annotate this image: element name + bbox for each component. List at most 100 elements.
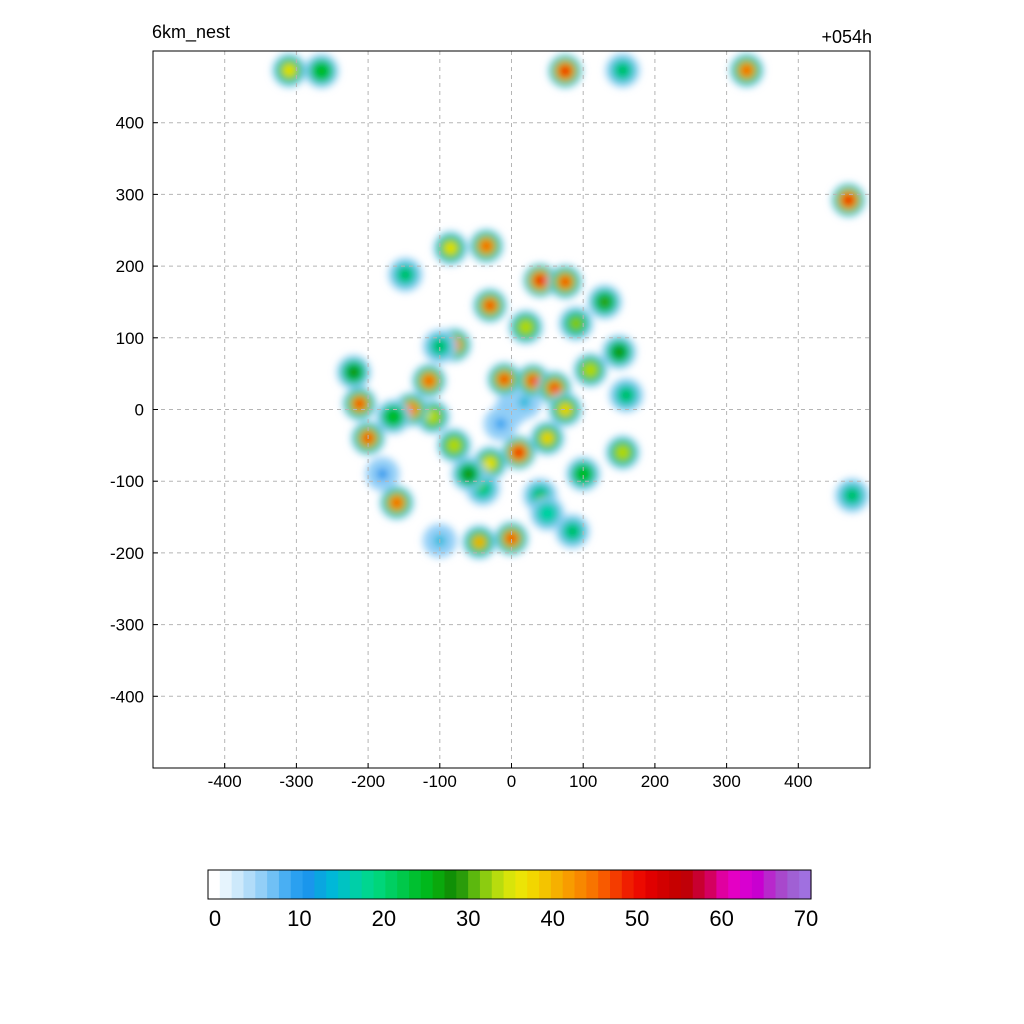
colorbar-swatch — [586, 870, 599, 899]
reflectivity-cell — [469, 229, 504, 264]
colorbar-swatch — [799, 870, 812, 899]
colorbar-swatch — [397, 870, 410, 899]
y-tick-label: -200 — [110, 544, 144, 563]
colorbar-tick-label: 20 — [372, 906, 396, 931]
colorbar-swatch — [598, 870, 611, 899]
colorbar-tick-label: 0 — [209, 906, 221, 931]
domain-label: 6km_nest — [152, 22, 231, 42]
reflectivity-cell — [422, 329, 457, 364]
reflectivity-cell — [566, 457, 601, 492]
colorbar-swatch — [267, 870, 280, 899]
colorbar-swatch — [751, 870, 765, 899]
reflectivity-cell — [462, 525, 497, 560]
reflectivity-cell — [548, 392, 583, 427]
colorbar-swatch — [278, 870, 292, 899]
x-tick-label: 200 — [641, 772, 669, 791]
colorbar-swatch — [420, 870, 434, 899]
colorbar-swatch — [692, 870, 706, 899]
colorbar-swatch — [302, 870, 316, 899]
x-axis: -400 -300 -200 -100 0 100 200 300 400 — [208, 763, 812, 791]
y-tick-label: -300 — [110, 616, 144, 635]
colorbar-tick-label: 30 — [456, 906, 480, 931]
reflectivity-cell — [376, 399, 411, 434]
colorbar-swatch — [704, 870, 718, 899]
colorbar-swatch — [645, 870, 658, 899]
reflectivity-cell — [523, 263, 558, 298]
reflectivity-cell — [609, 378, 644, 413]
y-tick-label: 0 — [135, 401, 144, 420]
colorbar-swatch — [219, 870, 233, 899]
colorbar-swatch — [314, 870, 327, 899]
colorbar-swatch — [432, 870, 446, 899]
colorbar-swatch — [740, 870, 753, 899]
reflectivity-cell — [508, 310, 543, 345]
colorbar-swatch — [621, 870, 635, 899]
colorbar-tick-label: 70 — [794, 906, 818, 931]
reflectivity-cell — [451, 457, 486, 492]
colorbar-swatch — [326, 870, 339, 899]
reflectivity-cell — [555, 514, 590, 549]
colorbar-swatch — [610, 870, 623, 899]
x-tick-label: 0 — [507, 772, 516, 791]
reflectivity-cell — [729, 53, 764, 88]
reflectivity-cell — [605, 435, 640, 470]
colorbar-swatch — [243, 870, 256, 899]
colorbar-swatch — [456, 870, 469, 899]
colorbar-swatch — [479, 870, 493, 899]
colorbar-swatch — [550, 870, 564, 899]
reflectivity-field — [272, 53, 870, 560]
reflectivity-cell — [494, 521, 529, 556]
reflectivity-cell — [559, 306, 594, 341]
colorbar-swatch — [208, 870, 221, 899]
colorbar-swatch — [503, 870, 517, 899]
colorbar-swatch — [539, 870, 552, 899]
forecast-hour-label: +054h — [821, 27, 872, 47]
y-axis: 400 300 200 100 0 -100 -200 -300 -400 — [110, 114, 158, 706]
reflectivity-cell — [530, 496, 565, 531]
reflectivity-cell — [835, 478, 870, 513]
colorbar-swatch — [373, 870, 386, 899]
colorbar-swatch — [574, 870, 587, 899]
colorbar-swatch — [527, 870, 540, 899]
y-tick-label: 100 — [116, 329, 144, 348]
x-tick-label: 300 — [712, 772, 740, 791]
reflectivity-cell — [336, 355, 371, 390]
x-tick-label: -400 — [208, 772, 242, 791]
colorbar-tick-label: 10 — [287, 906, 311, 931]
reflectivity-cell — [530, 421, 565, 456]
reflectivity-cell — [548, 54, 583, 89]
colorbar-swatch — [787, 870, 800, 899]
colorbar-swatch — [515, 870, 528, 899]
x-tick-label: 100 — [569, 772, 597, 791]
colorbar-swatch — [728, 870, 741, 899]
reflectivity-cell — [472, 288, 507, 323]
y-tick-label: -400 — [110, 687, 144, 706]
colorbar-swatch — [361, 870, 375, 899]
colorbar-frame — [207, 869, 812, 900]
reflectivity-cell — [412, 363, 447, 398]
colorbar-swatch — [409, 870, 422, 899]
reflectivity-cell — [433, 231, 468, 266]
y-tick-label: 200 — [116, 257, 144, 276]
y-tick-label: 300 — [116, 185, 144, 204]
colorbar-swatch — [716, 870, 729, 899]
colorbar-swatch — [491, 870, 505, 899]
colorbar-swatch — [775, 870, 788, 899]
colorbar-tick-label: 50 — [625, 906, 649, 931]
reflectivity-cell — [587, 284, 622, 319]
x-tick-label: -200 — [351, 772, 385, 791]
colorbar-tick-label: 40 — [540, 906, 564, 931]
colorbar-swatch — [669, 870, 682, 899]
colorbar-swatch — [338, 870, 351, 899]
reflectivity-cell — [831, 183, 866, 218]
reflectivity-cell — [602, 335, 637, 370]
colorbar-swatch — [562, 870, 576, 899]
colorbar-swatch — [349, 870, 363, 899]
colorbar-swatch — [468, 870, 481, 899]
colorbar-swatch — [657, 870, 670, 899]
colorbar-swatch — [680, 870, 694, 899]
reflectivity-cell — [487, 362, 522, 397]
reflectivity-cell — [573, 353, 608, 388]
